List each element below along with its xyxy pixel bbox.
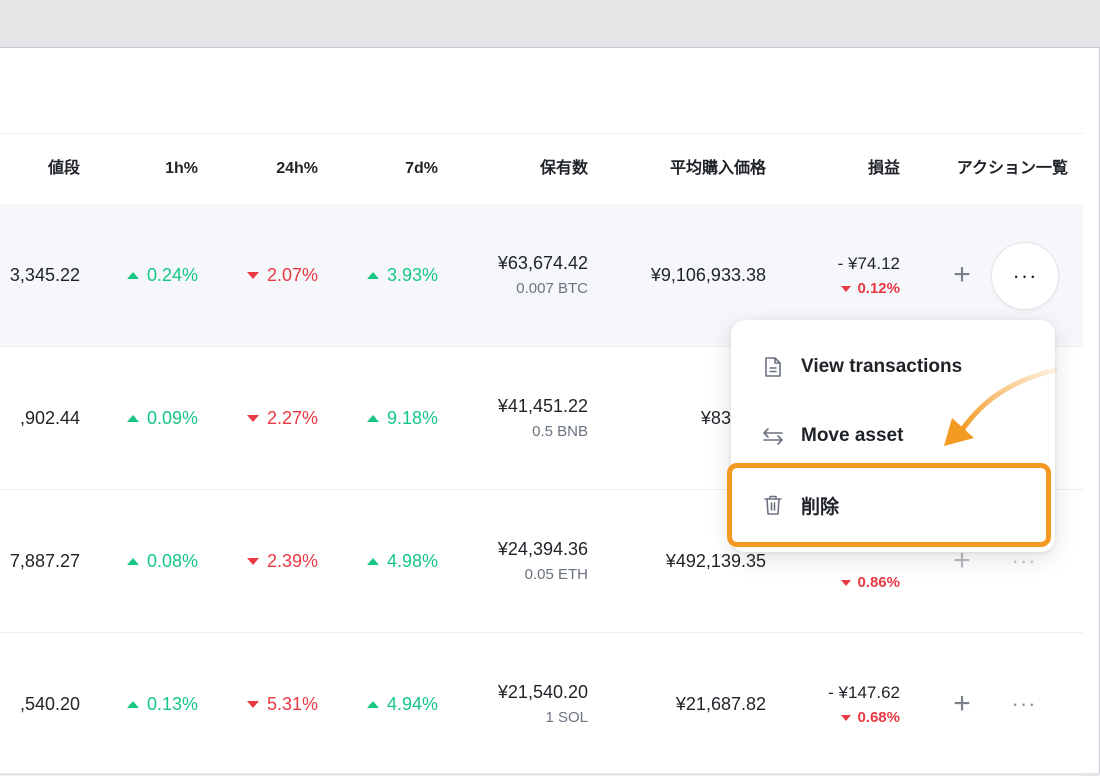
up-triangle-icon	[366, 272, 379, 280]
price-cell: 7,887.27	[9, 550, 80, 571]
avg-price-cell: ¥21,687.82	[675, 693, 766, 714]
down-triangle-icon	[841, 714, 852, 721]
holdings-cell: ¥63,674.42 0.007 BTC	[497, 253, 588, 297]
price-cell: 3,345.22	[9, 264, 80, 285]
add-transaction-button[interactable]: +	[953, 687, 971, 720]
change-7d: 4.98%	[366, 490, 438, 632]
up-triangle-icon	[126, 415, 139, 423]
change-7d: 9.18%	[366, 347, 438, 489]
header-pnl[interactable]: 損益	[867, 160, 900, 177]
table-row[interactable]: ,902.44 0.09% 2.27% 9.18% ¥41,451.22 0.5 …	[0, 347, 1083, 490]
header-24h[interactable]: 24h%	[276, 160, 318, 177]
up-triangle-icon	[126, 558, 139, 566]
change-1h: 0.09%	[126, 347, 198, 489]
more-actions-button[interactable]: ···	[1011, 548, 1037, 573]
price-cell: ,540.20	[19, 693, 80, 714]
price-cell: ,902.44	[19, 407, 80, 428]
down-triangle-icon	[841, 579, 852, 586]
more-actions-button[interactable]: ···	[1011, 691, 1037, 716]
down-triangle-icon	[246, 272, 259, 280]
menu-item-view-transactions[interactable]: View transactions	[731, 337, 1055, 397]
avg-price-cell: ¥492,139.35	[665, 550, 766, 571]
more-actions-button[interactable]: ···	[991, 242, 1059, 310]
table-row[interactable]: 7,887.27 0.08% 2.39% 4.98% ¥24,394.36 0.0…	[0, 490, 1083, 633]
header-price[interactable]: 値段	[47, 160, 80, 177]
down-triangle-icon	[246, 415, 259, 423]
change-7d: 3.93%	[366, 204, 438, 346]
change-24h: 5.31%	[246, 633, 318, 775]
menu-item-move-asset[interactable]: Move asset	[731, 406, 1055, 466]
row-actions-menu: View transactions Move asset 削除	[731, 320, 1055, 552]
header-7d[interactable]: 7d%	[405, 160, 438, 177]
table-row[interactable]: ,540.20 0.13% 5.31% 4.94% ¥21,540.20 1 SO…	[0, 633, 1083, 776]
pointer-arrow-icon	[944, 367, 1058, 446]
menu-item-delete[interactable]: 削除	[731, 475, 1055, 535]
menu-item-label: Move asset	[801, 425, 904, 446]
avg-price-cell: ¥9,106,933.38	[650, 264, 766, 285]
down-triangle-icon	[841, 285, 852, 292]
document-icon	[761, 355, 785, 379]
change-7d: 4.94%	[366, 633, 438, 775]
up-triangle-icon	[366, 415, 379, 423]
change-24h: 2.39%	[246, 490, 318, 632]
menu-item-label: 削除	[801, 496, 840, 518]
holdings-cell: ¥24,394.36 0.05 ETH	[497, 539, 588, 583]
header-holdings[interactable]: 保有数	[539, 160, 588, 177]
change-24h: 2.27%	[246, 347, 318, 489]
header-actions: アクション一覧	[956, 160, 1068, 177]
holdings-cell: ¥41,451.22 0.5 BNB	[497, 396, 588, 440]
up-triangle-icon	[366, 558, 379, 566]
change-24h: 2.07%	[246, 204, 318, 346]
transfer-arrows-icon	[761, 424, 785, 448]
pnl-cell: - ¥74.12 0.12%	[837, 253, 900, 297]
change-1h: 0.08%	[126, 490, 198, 632]
header-avg-price[interactable]: 平均購入価格	[669, 160, 766, 177]
down-triangle-icon	[246, 701, 259, 709]
pnl-cell: - ¥147.62 0.68%	[828, 682, 900, 726]
change-1h: 0.24%	[126, 204, 198, 346]
add-transaction-button[interactable]: +	[953, 544, 971, 577]
table-header: 値段 1h% 24h% 7d% 保有数 平均購入価格 損益 アクション一覧	[0, 133, 1083, 205]
header-1h[interactable]: 1h%	[165, 160, 198, 177]
up-triangle-icon	[126, 272, 139, 280]
holdings-cell: ¥21,540.20 1 SOL	[497, 682, 588, 726]
up-triangle-icon	[366, 701, 379, 709]
add-transaction-button[interactable]: +	[953, 258, 971, 291]
down-triangle-icon	[246, 558, 259, 566]
up-triangle-icon	[126, 701, 139, 709]
menu-item-label: View transactions	[801, 356, 963, 377]
delete-highlight-outline	[727, 463, 1051, 547]
trash-icon	[761, 493, 785, 517]
change-1h: 0.13%	[126, 633, 198, 775]
pnl-cell: 0.86%	[841, 490, 900, 632]
